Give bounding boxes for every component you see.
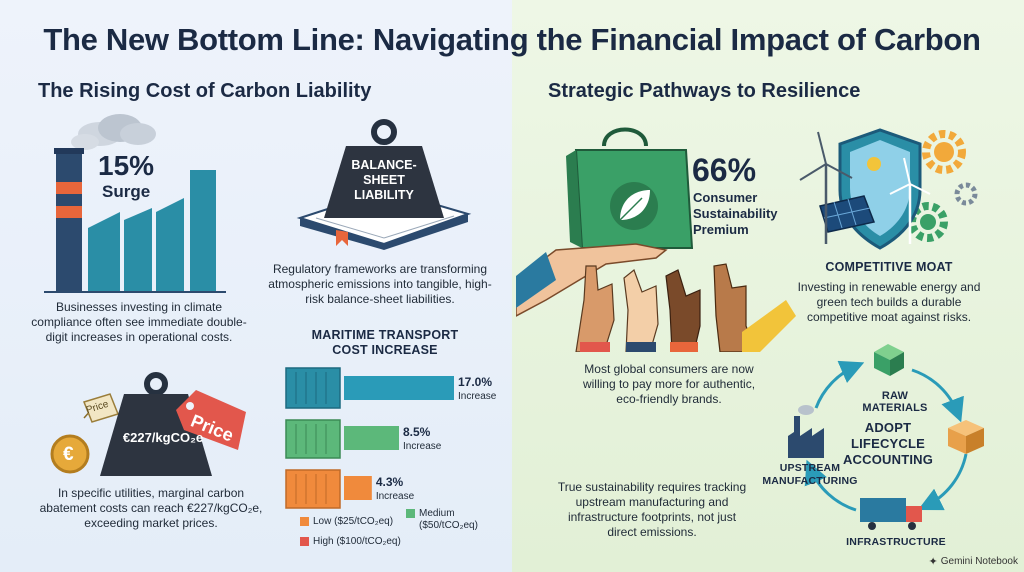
maritime-chart-title: MARITIME TRANSPORT COST INCREASE <box>311 328 459 357</box>
legend-label-high: High ($100/tCO₂eq) <box>313 536 401 547</box>
sparkle-icon: ✦ <box>928 556 938 568</box>
factory-growth-illustration <box>44 114 226 293</box>
left-panel-background <box>0 0 512 572</box>
raw-materials-box-icon <box>874 344 904 376</box>
container-icon-high <box>285 367 341 409</box>
cycle-arrow-2 <box>917 453 968 511</box>
infrastructure-label: INFRASTRUCTURE <box>846 536 946 548</box>
moat-caption: Investing in renewable energy and green … <box>797 280 981 324</box>
package-box-icon <box>948 420 984 454</box>
bar-sublabel-high: Increase <box>458 391 497 402</box>
legend-item-high: High ($100/tCO₂eq) <box>300 536 410 548</box>
legend-item-medium: Medium ($50/tCO₂eq) <box>406 508 510 532</box>
chimney-icon <box>54 148 84 292</box>
legend-label-low: Low ($25/tCO₂eq) <box>313 516 394 527</box>
footer-label: Gemini Notebook <box>940 556 1018 567</box>
legend-item-low: Low ($25/tCO₂eq) <box>300 516 406 532</box>
cycle-arrow-1 <box>911 368 964 423</box>
bar-low <box>344 476 372 500</box>
abatement-cost-illustration <box>50 372 246 476</box>
left-section-heading: The Rising Cost of Carbon Liability <box>38 80 372 102</box>
coin-symbol: € <box>63 444 74 465</box>
growth-bars <box>88 170 216 292</box>
container-icon-low <box>285 469 341 509</box>
legend-swatch-high <box>300 537 309 546</box>
consumer-premium-illustration <box>516 127 796 352</box>
balance-sheet-liability-illustration <box>296 119 472 250</box>
price-tag-icon <box>176 390 246 450</box>
weight-label: BALANCE-SHEET LIABILITY <box>351 158 417 202</box>
wind-turbine-icon <box>799 131 931 244</box>
giving-hand-icon <box>516 243 668 317</box>
moat-heading: COMPETITIVE MOAT <box>825 260 953 274</box>
raised-hands-icon <box>575 263 796 352</box>
truck-icon <box>860 498 922 530</box>
page-title: The New Bottom Line: Navigating the Fina… <box>43 22 981 57</box>
cycle-arrow-4 <box>814 360 865 409</box>
shield-icon <box>838 128 922 250</box>
surge-value: 15% <box>98 150 155 181</box>
footer-brand: ✦ Gemini Notebook <box>929 555 1018 568</box>
right-section-heading: Strategic Pathways to Resilience <box>548 80 861 102</box>
legend-label-medium: Medium ($50/tCO₂eq) <box>419 508 478 531</box>
gear-icon <box>908 130 978 242</box>
abatement-caption: In specific utilities, marginal carbon a… <box>39 486 263 530</box>
lifecycle-center-label: ADOPT LIFECYCLE ACCOUNTING <box>842 420 934 467</box>
cycle-arrow-3 <box>804 459 857 512</box>
lifecycle-cycle-diagram <box>788 344 984 530</box>
factory-icon <box>788 405 824 458</box>
liability-caption: Regulatory frameworks are transforming a… <box>268 262 492 306</box>
legend-swatch-low <box>300 517 309 526</box>
container-icon-medium <box>285 419 341 459</box>
lifecycle-caption: True sustainability requires tracking up… <box>557 480 747 539</box>
upstream-label: UPSTREAM MANUFACTURING <box>762 462 858 487</box>
surge-label: Surge <box>102 182 151 201</box>
raw-materials-label: RAW MATERIALS <box>862 390 928 414</box>
premium-label: Consumer Sustainability Premium <box>693 190 778 237</box>
weight-icon <box>324 119 444 218</box>
bar-value-label-high: 17.0% <box>458 375 492 389</box>
surge-caption: Businesses investing in climate complian… <box>31 300 247 344</box>
bar-medium <box>344 426 399 450</box>
bar-value-label-low: 4.3% <box>376 475 404 489</box>
leaf-icon <box>610 182 658 230</box>
maritime-legend: Low ($25/tCO₂eq) Medium ($50/tCO₂eq) Hig… <box>300 508 510 548</box>
bar-value-label-medium: 8.5% <box>403 425 431 439</box>
smoke-cloud-icon <box>71 114 156 150</box>
bar-sublabel-medium: Increase <box>403 441 442 452</box>
premium-value: 66% <box>692 152 757 188</box>
bar-sublabel-low: Increase <box>376 491 415 502</box>
premium-caption: Most global consumers are now willing to… <box>582 362 756 406</box>
maritime-bar-chart: 17.0% Increase 8.5% Increase 4.3% Increase <box>285 367 497 509</box>
bar-high <box>344 376 454 400</box>
coin-icon <box>50 393 119 474</box>
competitive-moat-illustration <box>799 128 978 250</box>
legend-swatch-medium <box>406 509 415 518</box>
abatement-weight-value: €227/kgCO₂e <box>122 430 204 445</box>
